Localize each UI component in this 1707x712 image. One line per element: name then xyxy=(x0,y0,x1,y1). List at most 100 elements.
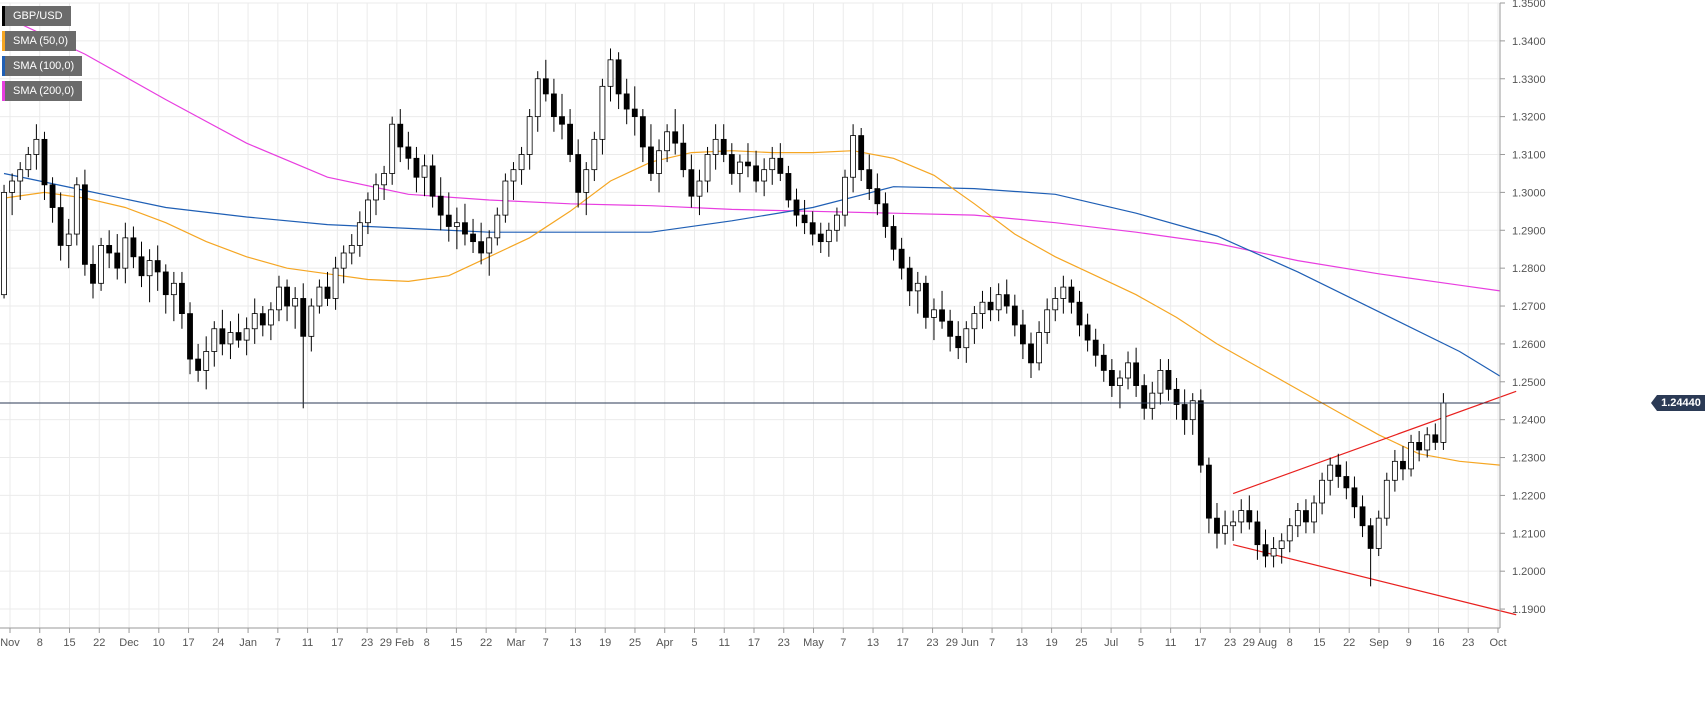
candle-body xyxy=(1052,298,1059,311)
candle-body xyxy=(1416,441,1423,451)
candle-body xyxy=(146,260,153,277)
candle-body xyxy=(1181,404,1188,421)
plot-area xyxy=(0,3,1500,628)
candle xyxy=(817,222,824,253)
x-tick-label: 17 xyxy=(1194,637,1206,649)
candle-body xyxy=(98,245,104,284)
candle-body xyxy=(1230,521,1237,527)
candle-body xyxy=(1092,339,1099,356)
candle-body xyxy=(567,123,573,155)
candle xyxy=(1133,347,1140,397)
candle xyxy=(1286,518,1293,553)
candle-body xyxy=(777,157,784,174)
candle-body xyxy=(680,142,687,171)
candle xyxy=(146,249,153,303)
candle-body xyxy=(373,184,379,201)
candle xyxy=(914,271,921,314)
candle-body xyxy=(179,282,185,315)
x-tick-label: Jan xyxy=(239,637,257,649)
candle-body xyxy=(1343,476,1350,489)
x-tick-label: 22 xyxy=(480,637,492,649)
candle-body xyxy=(1100,354,1107,371)
candle xyxy=(1011,294,1018,337)
candle-body xyxy=(130,237,137,258)
y-tick-label: 1.3100 xyxy=(1512,150,1546,162)
candle xyxy=(478,222,485,265)
candle xyxy=(1189,393,1196,435)
candle-body xyxy=(898,248,905,269)
x-tick-label: 9 xyxy=(1406,637,1412,649)
candle xyxy=(316,279,323,314)
candle xyxy=(1400,446,1406,481)
sma-lines xyxy=(3,15,1501,466)
legend-sma-100[interactable]: SMA (100,0) xyxy=(2,56,83,76)
candle xyxy=(1141,374,1148,420)
candle-body xyxy=(340,252,347,269)
candle-body xyxy=(704,154,711,182)
candle xyxy=(1303,499,1309,534)
candle-body xyxy=(397,123,404,148)
candle xyxy=(567,109,573,163)
candle-body xyxy=(607,59,614,87)
x-tick-label: 23 xyxy=(926,637,938,649)
candle xyxy=(696,169,703,216)
candle-body xyxy=(33,138,40,155)
legend-sma-50[interactable]: SMA (50,0) xyxy=(2,31,77,51)
candle-body xyxy=(526,116,533,155)
legend-gbpusd[interactable]: GBP/USD xyxy=(2,6,71,26)
candle xyxy=(1100,343,1107,382)
candle xyxy=(704,146,711,193)
candle-body xyxy=(162,271,169,296)
x-tick-label: 11 xyxy=(719,637,730,649)
y-tick-label: 1.1900 xyxy=(1512,604,1546,616)
candle-body xyxy=(405,146,412,159)
candle xyxy=(1197,389,1204,473)
candle-body xyxy=(1294,510,1301,527)
y-tick-label: 1.3500 xyxy=(1512,0,1546,10)
candle-body xyxy=(1125,362,1131,379)
candle xyxy=(1108,359,1115,397)
candle-body xyxy=(575,154,582,193)
candle xyxy=(1278,533,1285,564)
candle xyxy=(179,271,185,329)
candle xyxy=(1246,495,1253,530)
candle-body xyxy=(1205,464,1212,519)
candle-body xyxy=(211,328,218,352)
candle-body xyxy=(365,199,371,224)
candle-body xyxy=(154,260,161,273)
candle-body xyxy=(542,78,549,95)
candle-body xyxy=(1246,510,1253,523)
candle-body xyxy=(114,252,121,269)
candle-body xyxy=(251,313,258,330)
candle-body xyxy=(227,332,234,345)
candle xyxy=(1173,378,1180,420)
candle-body xyxy=(1084,324,1091,341)
legend-sma-200[interactable]: SMA (200,0) xyxy=(2,81,83,101)
candle xyxy=(57,192,64,261)
x-tick-label: 10 xyxy=(153,637,165,649)
y-axis: 1.3500 1.3400 1.3300 1.3200 1.3100 1.3000 1.29… xyxy=(1499,0,1546,628)
x-tick-label: May xyxy=(803,637,824,649)
candle xyxy=(728,143,735,185)
x-tick-label: Jul xyxy=(1104,637,1118,649)
candle xyxy=(356,211,363,257)
candle xyxy=(41,131,48,200)
candle xyxy=(987,287,994,322)
candle-body xyxy=(195,358,202,371)
candle-body xyxy=(672,131,679,144)
candle xyxy=(599,78,606,155)
candle xyxy=(1230,510,1237,541)
candle-body xyxy=(639,116,646,148)
x-axis: Nov 8 15 22 Dec 10 17 24 Jan 7 11 17 23 29 Feb 8 15 22 Ma… xyxy=(0,627,1507,649)
candle-body xyxy=(858,135,865,171)
candle-body xyxy=(421,165,428,178)
candle xyxy=(1222,510,1228,545)
x-tick-label: 25 xyxy=(629,637,641,649)
candle xyxy=(906,256,913,307)
candle-body xyxy=(1335,464,1342,477)
candle xyxy=(486,230,493,276)
candle-body xyxy=(931,309,937,318)
candle-body xyxy=(1076,301,1083,326)
candle-body xyxy=(712,138,719,155)
